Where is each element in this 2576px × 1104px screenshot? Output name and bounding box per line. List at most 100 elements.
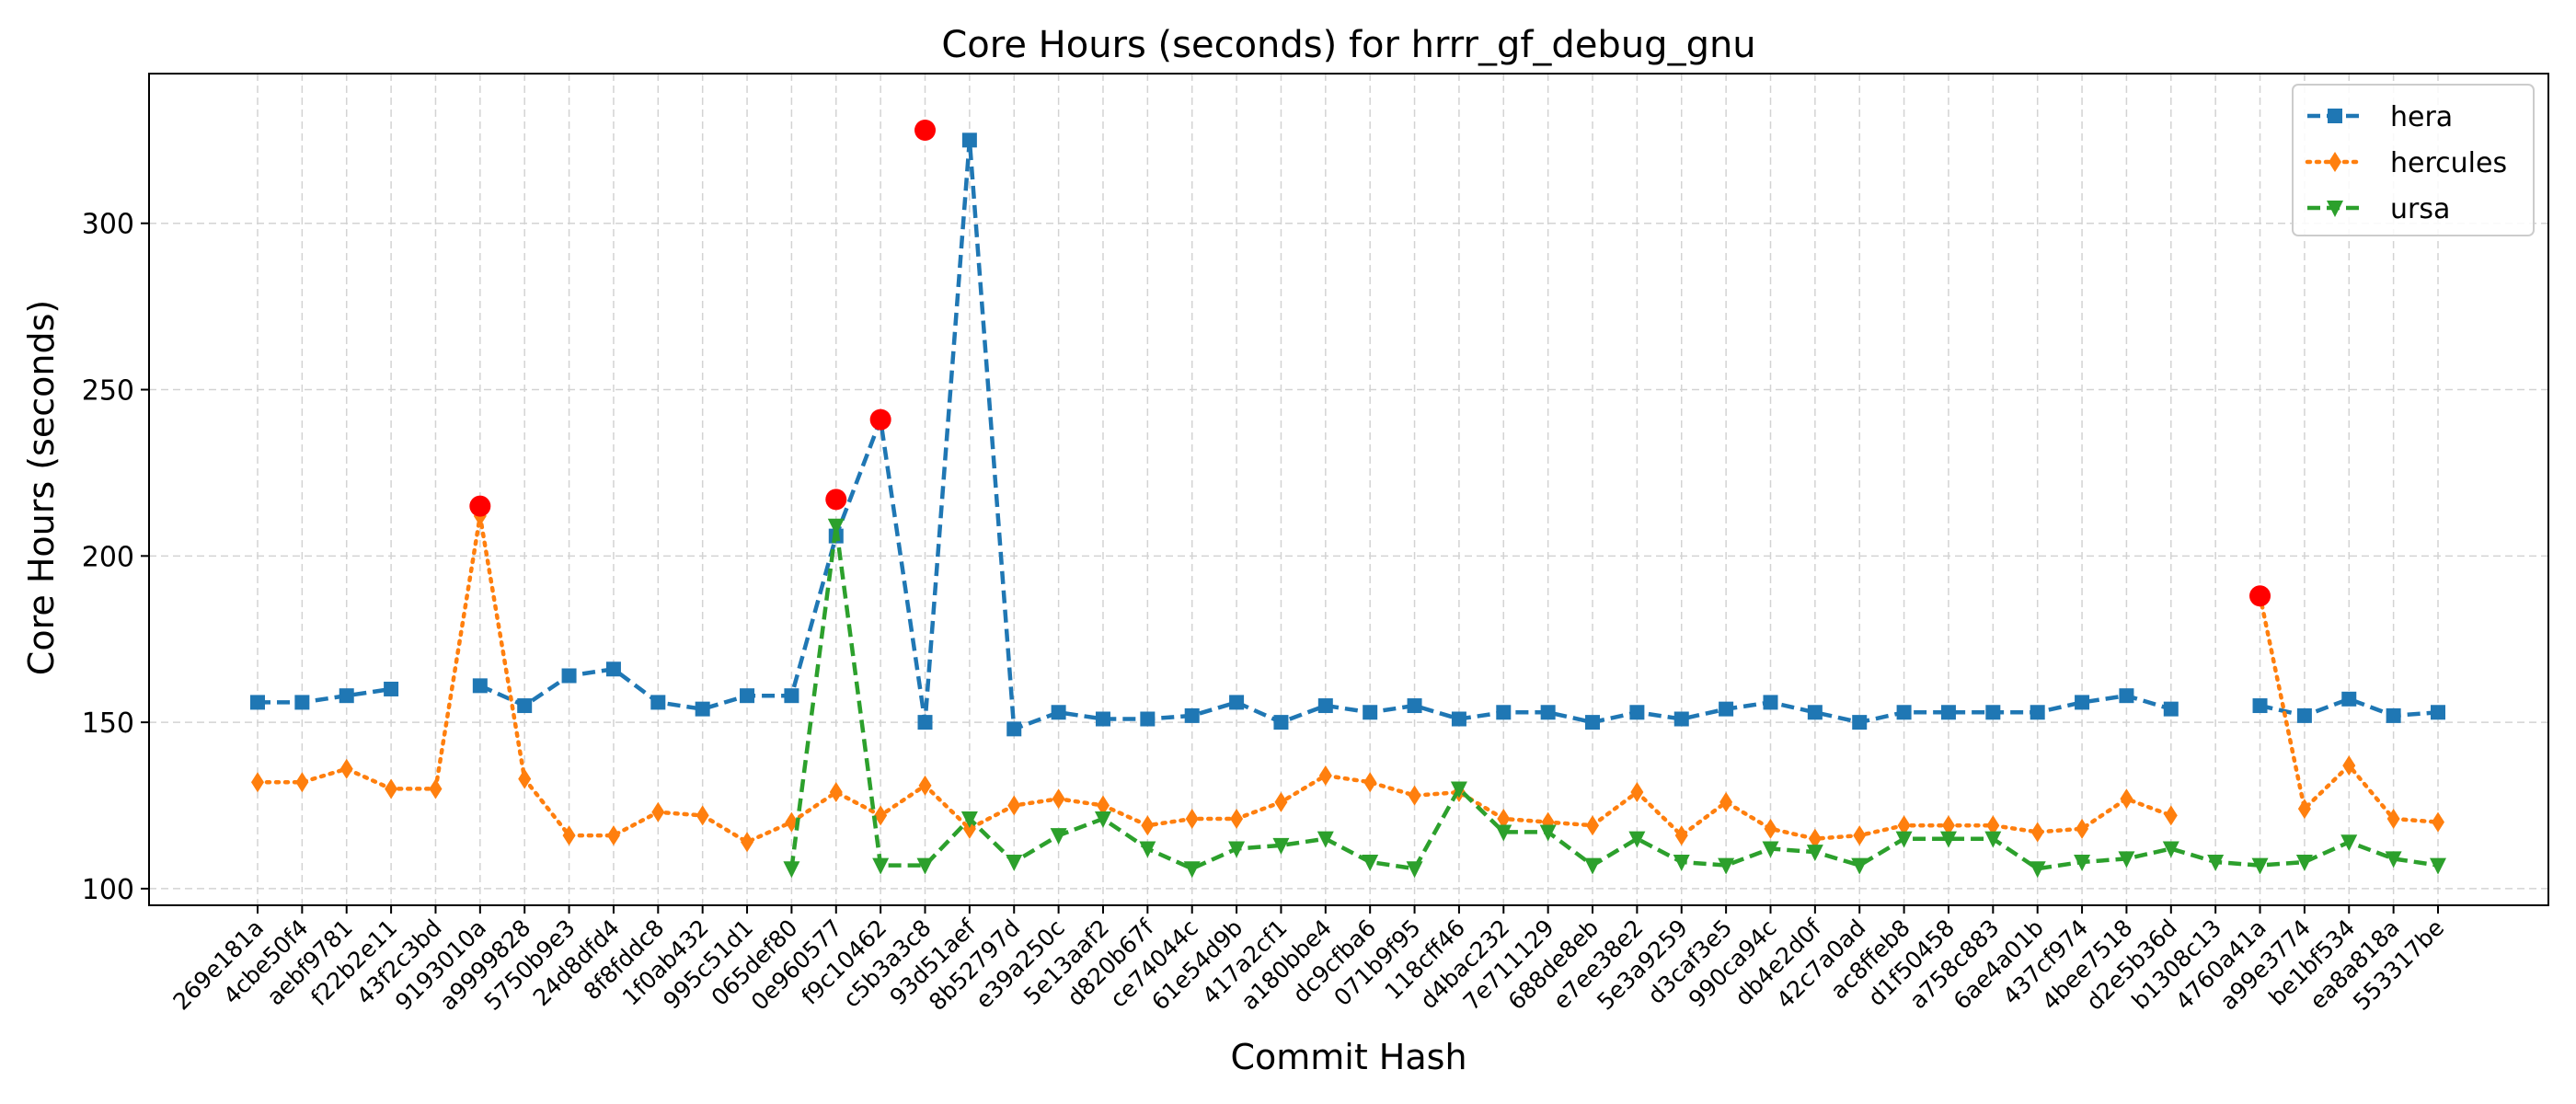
data-point-hera bbox=[1807, 705, 1823, 720]
data-point-hercules bbox=[1630, 782, 1644, 803]
y-axis-label: Core Hours (seconds) bbox=[21, 300, 62, 675]
highlight-point bbox=[469, 495, 491, 517]
data-point-ursa bbox=[1362, 854, 1379, 871]
legend-marker-ursa bbox=[2327, 201, 2343, 217]
data-point-hera bbox=[2119, 688, 2134, 704]
data-point-hercules bbox=[2030, 822, 2044, 843]
data-point-hercules bbox=[1318, 765, 1332, 786]
legend-box bbox=[2292, 84, 2535, 236]
highlight-point bbox=[2249, 585, 2271, 607]
data-point-hercules bbox=[874, 805, 888, 826]
data-point-ursa bbox=[1762, 841, 1779, 858]
data-point-hera bbox=[1451, 711, 1466, 727]
data-point-hera bbox=[294, 695, 310, 710]
series-line-ursa bbox=[789, 523, 2439, 871]
data-point-ursa bbox=[960, 811, 978, 828]
data-point-ursa bbox=[2118, 851, 2135, 868]
data-point-hercules bbox=[1986, 815, 2000, 836]
data-point-hera bbox=[1585, 715, 1601, 730]
data-point-ursa bbox=[2251, 857, 2269, 875]
data-point-hercules bbox=[1007, 795, 1021, 816]
data-point-hercules bbox=[295, 772, 309, 793]
data-point-hera bbox=[917, 715, 933, 730]
data-point-hera bbox=[2075, 695, 2090, 710]
data-point-hercules bbox=[2386, 808, 2400, 829]
series-line-hera bbox=[258, 686, 392, 705]
data-point-hercules bbox=[2342, 755, 2356, 776]
data-point-hercules bbox=[2120, 788, 2133, 810]
data-point-hercules bbox=[1185, 808, 1199, 829]
data-point-ursa bbox=[1406, 861, 1423, 879]
data-point-ursa bbox=[1317, 831, 1334, 848]
data-point-hera bbox=[2431, 705, 2445, 720]
data-point-ursa bbox=[1718, 857, 1735, 875]
data-point-hera bbox=[1229, 695, 1245, 710]
data-point-ursa bbox=[1050, 828, 1067, 845]
data-point-ursa bbox=[916, 857, 934, 875]
data-point-hercules bbox=[1363, 772, 1377, 793]
data-point-hera bbox=[784, 688, 799, 704]
data-point-ursa bbox=[1584, 857, 1602, 875]
data-point-hera bbox=[1273, 715, 1289, 730]
data-point-hercules bbox=[562, 825, 576, 846]
data-point-hercules bbox=[2297, 799, 2311, 820]
data-point-hera bbox=[1006, 721, 1022, 737]
data-point-hera bbox=[2341, 691, 2357, 707]
data-point-hera bbox=[472, 678, 488, 694]
legend-label-hera: hera bbox=[2390, 101, 2453, 133]
data-point-hercules bbox=[1719, 791, 1733, 812]
data-point-hera bbox=[561, 668, 577, 684]
data-point-hercules bbox=[1497, 808, 1511, 829]
data-point-ursa bbox=[2029, 861, 2046, 879]
data-point-ursa bbox=[1673, 854, 1690, 871]
data-point-ursa bbox=[2385, 851, 2402, 868]
y-tick-label: 250 bbox=[82, 375, 134, 408]
data-point-ursa bbox=[1006, 854, 1023, 871]
legend-marker-hera bbox=[2328, 109, 2342, 123]
data-point-ursa bbox=[2162, 841, 2179, 858]
data-point-hera bbox=[695, 701, 710, 717]
data-point-hera bbox=[1317, 698, 1333, 714]
highlight-point bbox=[914, 119, 937, 141]
data-point-hercules bbox=[1853, 825, 1867, 846]
data-point-ursa bbox=[1628, 831, 1646, 848]
data-point-hercules bbox=[2432, 811, 2444, 833]
data-point-hera bbox=[961, 132, 977, 148]
y-tick-label: 300 bbox=[82, 209, 134, 241]
highlight-point bbox=[825, 489, 847, 511]
data-point-hera bbox=[1719, 701, 1734, 717]
y-tick-label: 150 bbox=[82, 707, 134, 740]
series-ursa bbox=[783, 518, 2446, 879]
data-point-ursa bbox=[1450, 781, 1467, 799]
data-point-hera bbox=[605, 661, 621, 677]
data-point-hercules bbox=[1096, 795, 1110, 816]
data-point-hercules bbox=[1230, 808, 1244, 829]
series-layer bbox=[250, 132, 2446, 879]
data-point-hera bbox=[1363, 705, 1378, 720]
legend: hera hercules ursa bbox=[2292, 84, 2535, 236]
data-point-ursa bbox=[1139, 841, 1156, 858]
data-point-hercules bbox=[1897, 815, 1911, 836]
data-point-hera bbox=[1940, 705, 1956, 720]
data-point-hercules bbox=[339, 758, 353, 779]
series-line-hera bbox=[2260, 696, 2439, 719]
data-point-hercules bbox=[651, 801, 665, 822]
data-point-ursa bbox=[2295, 854, 2313, 871]
legend-marker-hercules bbox=[2329, 152, 2341, 172]
data-point-hercules bbox=[1141, 815, 1155, 836]
data-point-ursa bbox=[1806, 845, 1823, 862]
data-point-hera bbox=[650, 695, 666, 710]
data-point-hercules bbox=[1274, 791, 1288, 812]
data-point-hera bbox=[1184, 707, 1200, 723]
data-point-hera bbox=[1629, 705, 1645, 720]
data-point-ursa bbox=[1272, 837, 1290, 855]
series-hera bbox=[250, 132, 2445, 737]
series-line-hercules bbox=[255, 513, 2174, 845]
legend-label-ursa: ursa bbox=[2390, 193, 2450, 225]
data-point-hera bbox=[740, 688, 755, 704]
data-point-hera bbox=[1140, 711, 1156, 727]
data-point-hercules bbox=[1764, 818, 1777, 839]
data-point-hercules bbox=[2164, 805, 2178, 826]
